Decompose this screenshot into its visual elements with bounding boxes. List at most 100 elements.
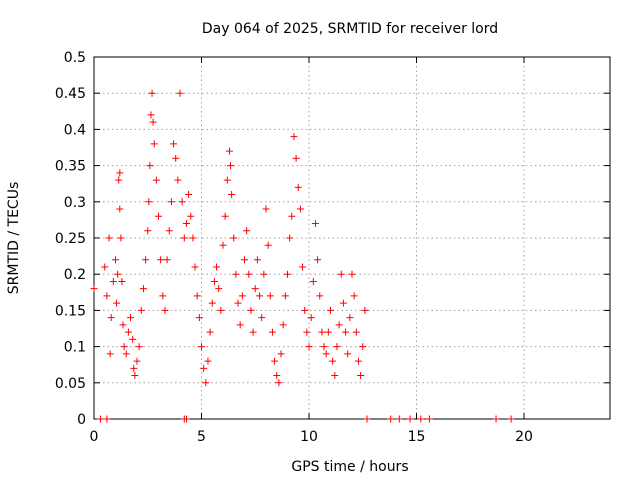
data-points [90, 89, 515, 423]
data-point [116, 205, 124, 213]
y-axis: 0 0.05 0.1 0.15 0.2 0.25 0.3 0.35 0.4 0.45 0.5 [55, 50, 610, 428]
data-point [354, 357, 362, 365]
data-point [241, 256, 248, 264]
data-point [182, 220, 190, 228]
data-point [118, 277, 126, 285]
data-point [159, 292, 167, 300]
data-point [333, 343, 341, 351]
y-tick-label: 0 [77, 412, 86, 428]
data-point [182, 415, 190, 423]
data-point [260, 270, 268, 278]
data-point [147, 111, 155, 119]
data-point [266, 292, 274, 300]
data-point [124, 328, 132, 336]
data-point [174, 176, 182, 184]
data-point [327, 306, 334, 314]
grid [94, 57, 610, 419]
data-point [236, 321, 244, 329]
y-tick-label: 0.15 [55, 303, 86, 319]
data-point [331, 372, 339, 380]
y-tick-label: 0.05 [55, 376, 86, 392]
data-point [223, 176, 231, 184]
data-point [180, 234, 188, 242]
data-point [130, 364, 138, 372]
data-point [253, 256, 261, 264]
data-point [139, 285, 147, 293]
data-point [135, 343, 143, 351]
data-point [296, 205, 304, 213]
data-point [329, 357, 337, 365]
data-point [191, 263, 199, 271]
data-point [185, 191, 193, 199]
data-point [106, 350, 114, 358]
data-point [361, 306, 369, 314]
data-point [337, 270, 345, 278]
data-point [227, 162, 235, 170]
y-tick-label: 0.5 [64, 50, 86, 66]
data-point [221, 212, 229, 220]
data-point [234, 299, 242, 307]
data-point [189, 234, 197, 242]
data-point [165, 227, 173, 235]
data-point [492, 415, 500, 423]
data-point [279, 321, 287, 329]
data-point [232, 270, 240, 278]
data-point [275, 379, 283, 387]
data-point [262, 205, 270, 213]
data-point [217, 306, 225, 314]
data-point [299, 263, 307, 271]
data-point [152, 176, 160, 184]
data-point [357, 372, 365, 380]
data-point [303, 328, 311, 336]
data-point [395, 415, 403, 423]
data-point [167, 198, 175, 206]
data-point [316, 292, 324, 300]
data-point [281, 292, 289, 300]
data-point [311, 220, 319, 228]
data-point [339, 299, 347, 307]
data-point [215, 285, 223, 293]
data-point [145, 198, 153, 206]
data-point [363, 415, 371, 423]
data-point [256, 292, 264, 300]
data-point [318, 328, 326, 336]
data-point [245, 270, 253, 278]
x-tick-label: 20 [515, 429, 533, 445]
data-point [264, 241, 272, 249]
data-point [247, 306, 255, 314]
data-point [119, 321, 127, 329]
data-point [172, 154, 180, 162]
data-point [202, 379, 210, 387]
x-tick-label: 15 [408, 429, 426, 445]
data-point [251, 285, 259, 293]
data-point [109, 277, 117, 285]
data-point [425, 415, 433, 423]
data-point [208, 299, 216, 307]
data-point [305, 343, 313, 351]
data-point [133, 357, 141, 365]
data-point [307, 314, 315, 322]
data-point [314, 256, 322, 264]
data-point [277, 350, 285, 358]
data-point [309, 277, 317, 285]
data-point [116, 169, 124, 177]
x-axis-label: GPS time / hours [291, 459, 408, 475]
data-point [155, 212, 162, 220]
data-point [204, 357, 212, 365]
data-point [350, 292, 358, 300]
data-point [103, 415, 111, 423]
data-point [170, 140, 178, 148]
data-point [90, 285, 98, 293]
data-point [117, 234, 125, 242]
data-point [225, 147, 233, 155]
data-point [105, 234, 113, 242]
data-point [213, 263, 221, 271]
data-point [149, 118, 157, 126]
data-point [146, 162, 154, 170]
data-point [342, 328, 350, 336]
data-point [114, 270, 122, 278]
data-point [288, 212, 296, 220]
data-point [120, 343, 128, 351]
data-point [187, 212, 195, 220]
